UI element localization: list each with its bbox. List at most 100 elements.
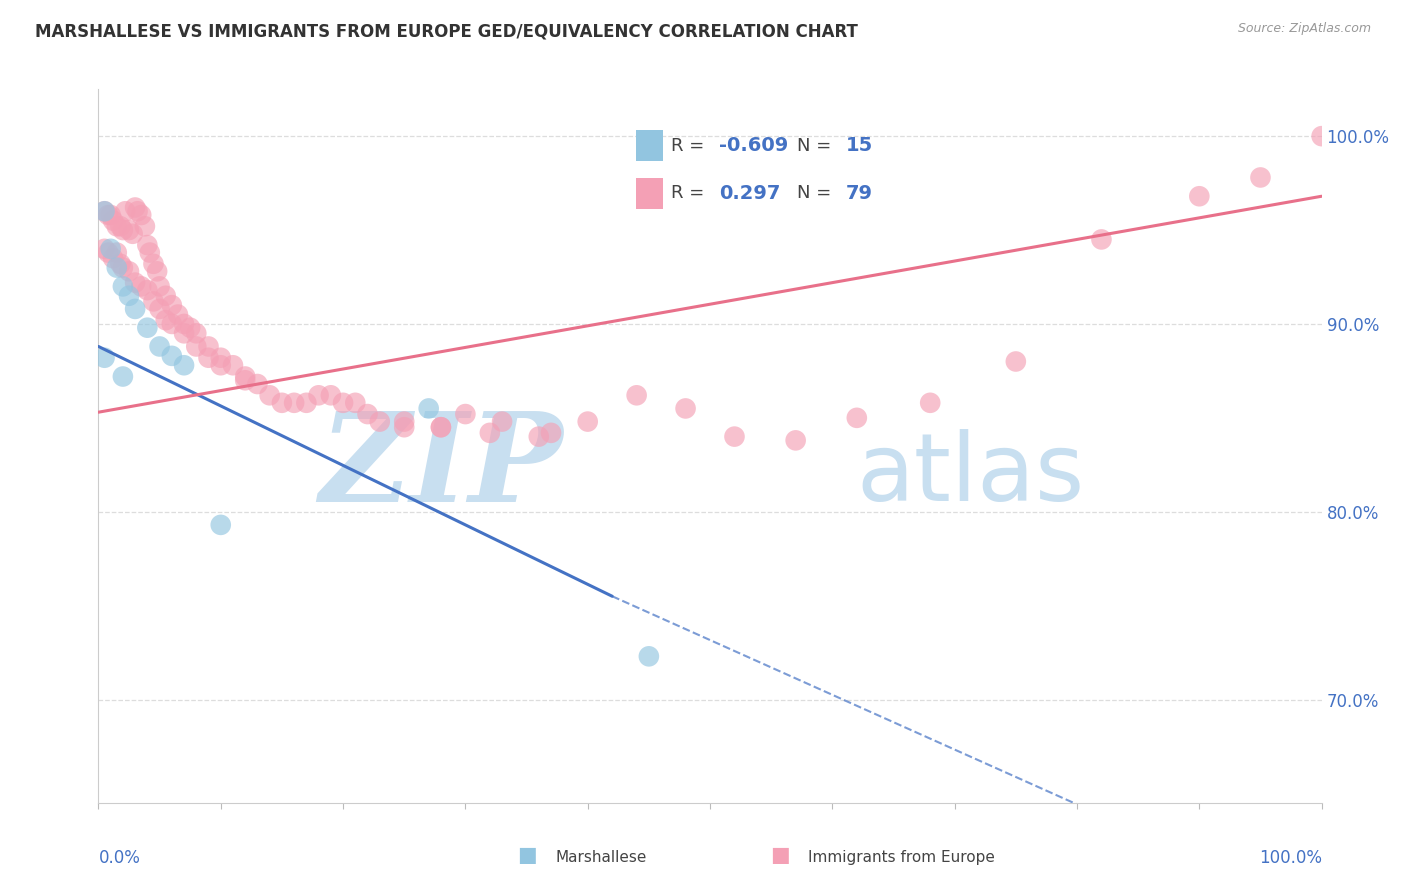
Point: [142, 257, 165, 271]
Point: [105, 245, 128, 260]
Point: [139, 245, 162, 260]
Text: 0.0%: 0.0%: [98, 849, 141, 867]
Point: [155, 289, 177, 303]
Point: [527, 429, 550, 443]
Point: [197, 351, 219, 365]
Point: [124, 201, 146, 215]
Point: [111, 369, 134, 384]
Point: [136, 238, 159, 252]
Point: [1188, 189, 1211, 203]
Point: [97, 245, 120, 260]
Point: [173, 317, 195, 331]
Text: N =: N =: [797, 185, 838, 202]
Bar: [636, 178, 662, 209]
Point: [723, 429, 745, 443]
Point: [127, 204, 149, 219]
Point: [209, 351, 232, 365]
Point: [111, 260, 134, 275]
Point: [155, 313, 177, 327]
Point: [1090, 232, 1112, 246]
Point: [142, 294, 165, 309]
Point: [186, 326, 208, 341]
Point: [233, 373, 256, 387]
Text: Marshallese: Marshallese: [555, 850, 647, 865]
Point: [101, 213, 124, 227]
Point: [160, 298, 183, 312]
Point: [110, 219, 132, 234]
Text: 79: 79: [846, 184, 873, 202]
Point: [186, 339, 208, 353]
Point: [160, 317, 183, 331]
Point: [785, 434, 807, 448]
Point: [259, 388, 281, 402]
Point: [1004, 354, 1026, 368]
Point: [430, 420, 453, 434]
Point: [295, 396, 318, 410]
Point: [129, 279, 152, 293]
Point: [478, 425, 501, 440]
Point: [920, 396, 942, 410]
Point: [491, 415, 513, 429]
Point: [1249, 170, 1271, 185]
Text: ZIP: ZIP: [319, 407, 564, 528]
Point: [626, 388, 648, 402]
Point: [845, 410, 868, 425]
Point: [93, 204, 115, 219]
Point: [105, 219, 128, 234]
Point: [392, 420, 416, 434]
Point: [149, 279, 172, 293]
Point: [209, 517, 232, 532]
Point: [97, 208, 120, 222]
Text: Source: ZipAtlas.com: Source: ZipAtlas.com: [1237, 22, 1371, 36]
Point: [118, 289, 141, 303]
Text: N =: N =: [797, 136, 838, 154]
Point: [129, 208, 152, 222]
Point: [118, 264, 141, 278]
Point: [540, 425, 562, 440]
Point: [675, 401, 697, 416]
Point: [197, 339, 219, 353]
Point: [246, 377, 269, 392]
Point: [134, 219, 156, 234]
Point: [344, 396, 367, 410]
Point: [332, 396, 354, 410]
Point: [173, 326, 195, 341]
Point: [100, 208, 122, 222]
Text: ■: ■: [770, 846, 790, 865]
Point: [149, 339, 172, 353]
Point: [179, 320, 201, 334]
Bar: [636, 130, 662, 161]
Point: [222, 358, 245, 372]
Point: [167, 308, 190, 322]
Point: [319, 388, 342, 402]
Text: R =: R =: [671, 185, 716, 202]
Point: [93, 351, 115, 365]
Text: R =: R =: [671, 136, 710, 154]
Point: [136, 320, 159, 334]
Point: [356, 407, 378, 421]
Point: [124, 276, 146, 290]
Point: [149, 301, 172, 316]
Point: [114, 204, 136, 219]
Point: [118, 223, 141, 237]
Point: [233, 369, 256, 384]
Point: [638, 649, 661, 664]
Point: [93, 242, 115, 256]
Point: [430, 420, 453, 434]
Point: [136, 283, 159, 297]
Point: [283, 396, 305, 410]
Point: [110, 257, 132, 271]
Text: ■: ■: [517, 846, 537, 865]
Point: [105, 260, 128, 275]
Point: [418, 401, 440, 416]
Text: 100.0%: 100.0%: [1258, 849, 1322, 867]
Point: [392, 415, 416, 429]
Point: [368, 415, 391, 429]
Point: [111, 279, 134, 293]
Point: [121, 227, 143, 241]
Point: [101, 251, 124, 265]
Point: [576, 415, 599, 429]
Point: [270, 396, 294, 410]
Point: [173, 358, 195, 372]
Text: -0.609: -0.609: [720, 136, 789, 155]
